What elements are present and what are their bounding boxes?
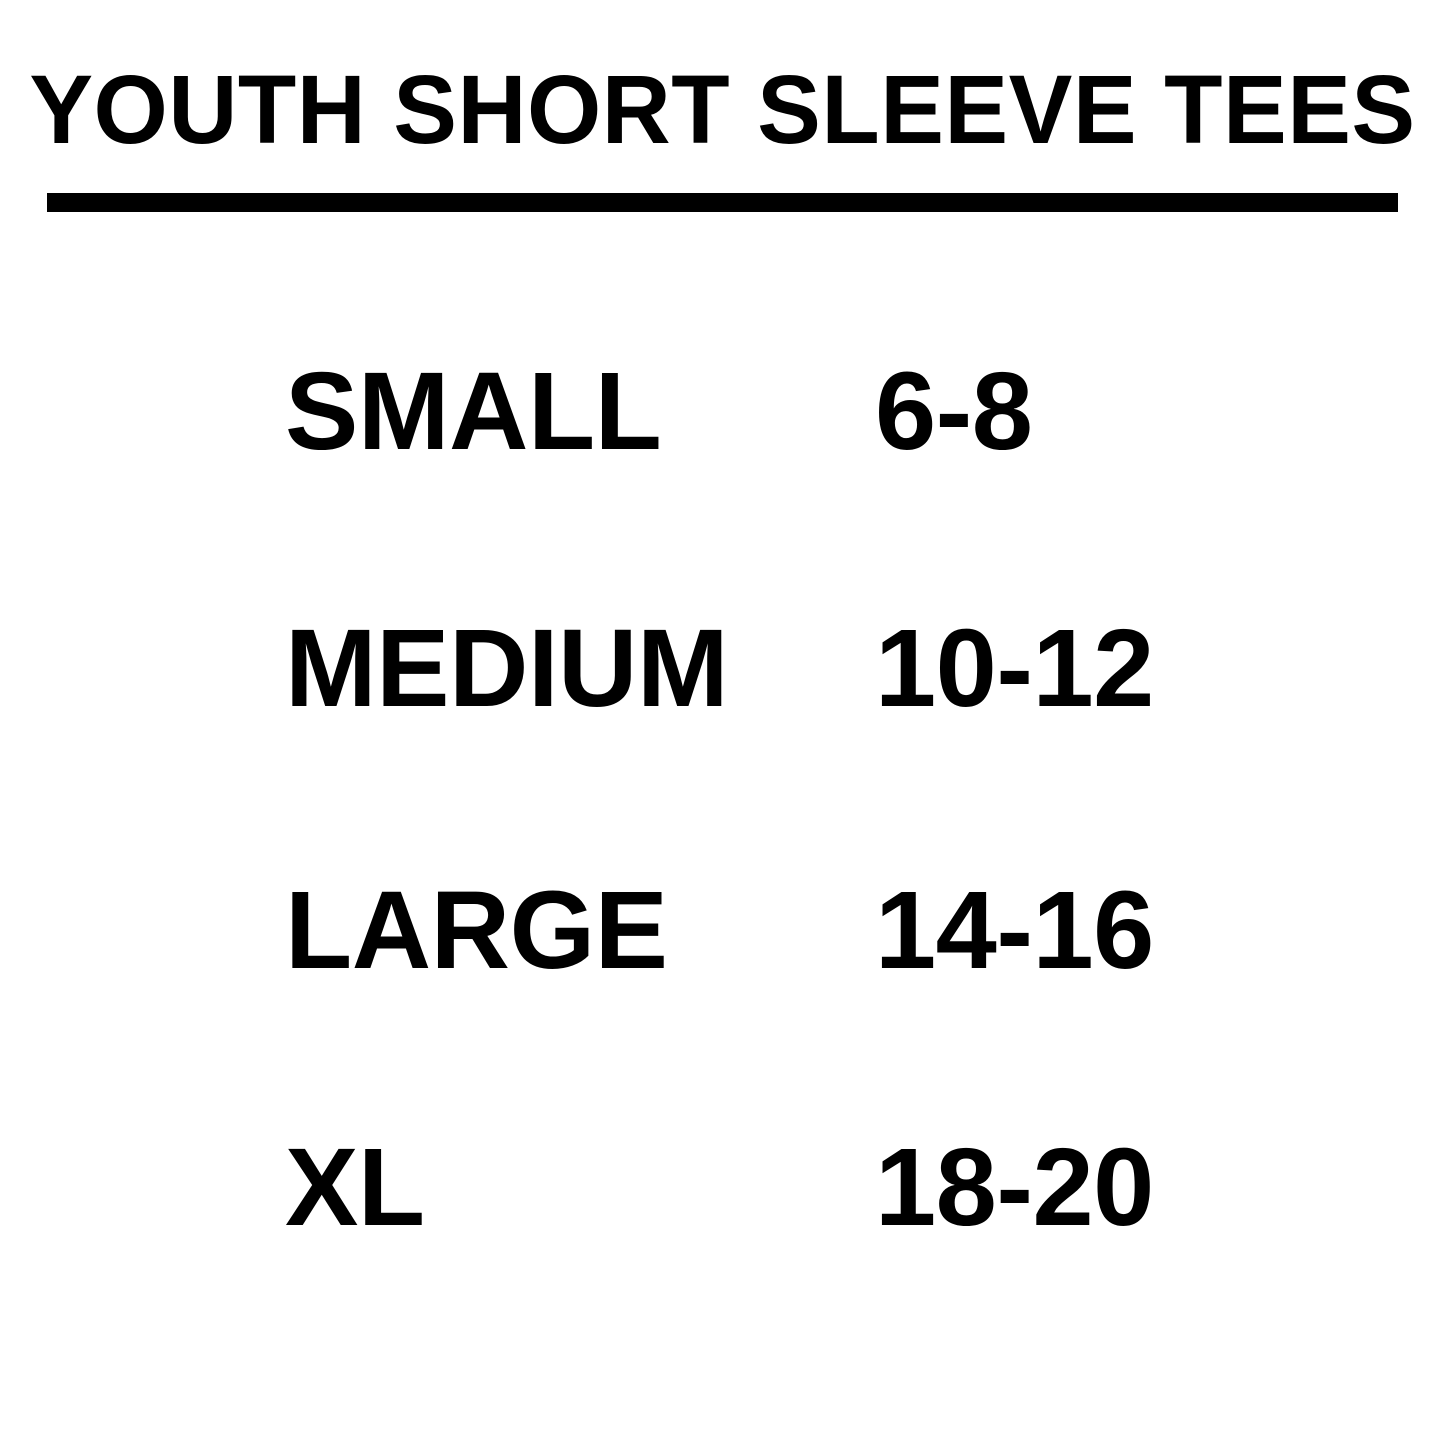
size-value: 6-8 — [875, 350, 1033, 473]
size-value: 14-16 — [875, 869, 1154, 992]
size-label: SMALL — [285, 350, 662, 473]
size-label: LARGE — [285, 869, 668, 992]
table-row: SMALL 6-8 — [285, 357, 1285, 467]
page-title: YOUTH SHORT SLEEVE TEES — [29, 55, 1416, 164]
size-label: MEDIUM — [285, 607, 729, 730]
size-label: XL — [285, 1126, 425, 1249]
table-row: MEDIUM 10-12 — [285, 614, 1285, 724]
table-row: LARGE 14-16 — [285, 876, 1285, 986]
title-divider — [47, 193, 1398, 212]
table-row: XL 18-20 — [285, 1133, 1285, 1243]
size-value: 10-12 — [875, 607, 1154, 730]
size-value: 18-20 — [875, 1126, 1154, 1249]
